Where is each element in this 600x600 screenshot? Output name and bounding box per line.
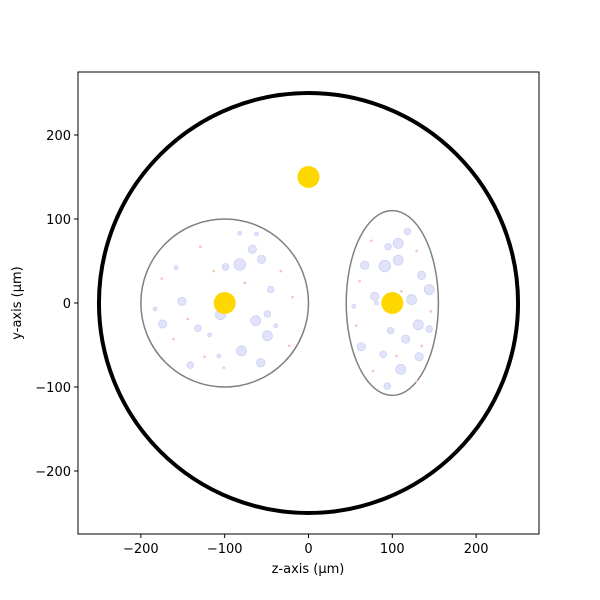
y-tick-label: 200	[46, 129, 71, 144]
particle	[186, 361, 194, 369]
particle	[412, 319, 424, 331]
boundary	[140, 218, 310, 388]
dot	[415, 379, 418, 383]
x-axis-label: z-axis (μm)	[272, 562, 345, 577]
dot	[420, 344, 423, 348]
particle	[263, 310, 272, 318]
particle	[194, 324, 202, 332]
point	[213, 292, 236, 314]
dot	[371, 369, 375, 373]
dot	[400, 289, 403, 293]
dot	[199, 245, 202, 249]
x-tick-label: 0	[304, 542, 312, 557]
particle	[383, 382, 391, 390]
particle	[379, 350, 387, 358]
particle	[207, 332, 212, 338]
particle	[403, 227, 412, 236]
particle	[237, 230, 243, 236]
particle	[423, 284, 435, 295]
particle	[256, 358, 266, 368]
dot	[358, 279, 361, 283]
particle	[401, 334, 411, 344]
dot	[354, 324, 358, 327]
particle	[360, 260, 370, 270]
particle	[158, 319, 168, 329]
dot	[160, 277, 164, 280]
dot	[370, 239, 373, 243]
x-tick-label: 100	[380, 542, 405, 557]
particle	[425, 325, 433, 333]
dot	[212, 269, 216, 273]
particle	[370, 291, 380, 301]
particle	[262, 330, 273, 342]
particle	[414, 352, 424, 362]
particle	[417, 270, 427, 280]
particle	[177, 296, 187, 306]
dot	[291, 295, 294, 299]
boundary	[96, 91, 521, 515]
particle	[221, 263, 230, 271]
particle	[257, 254, 267, 264]
particle	[152, 306, 158, 312]
point	[297, 166, 320, 188]
particle	[406, 294, 417, 305]
particle	[173, 265, 179, 271]
particle	[267, 285, 275, 294]
particle	[247, 244, 257, 254]
dot	[287, 344, 291, 348]
particle	[254, 231, 259, 237]
y-tick-label: −100	[35, 381, 71, 396]
particle	[250, 315, 262, 326]
x-tick-label: −100	[207, 542, 243, 557]
dot	[279, 269, 283, 273]
particle	[374, 300, 379, 306]
dot	[172, 337, 175, 341]
y-tick-label: 100	[46, 213, 71, 228]
dot	[186, 317, 190, 321]
particle	[395, 364, 407, 375]
particle	[273, 323, 279, 328]
x-tick-label: 200	[464, 542, 489, 557]
particle	[378, 259, 391, 273]
dot	[395, 354, 398, 358]
y-tick-label: 0	[63, 297, 71, 312]
x-tick-label: −200	[123, 542, 159, 557]
boundary	[345, 209, 440, 397]
particle	[356, 342, 366, 352]
particle	[392, 254, 404, 266]
dot	[429, 310, 433, 313]
particle	[236, 345, 247, 357]
dot	[415, 249, 418, 253]
point	[381, 292, 404, 314]
y-axis-label: y-axis (μm)	[10, 266, 25, 339]
particle	[384, 243, 392, 251]
dot	[203, 355, 206, 359]
particle	[351, 304, 357, 309]
dot	[222, 366, 226, 369]
y-tick-label: −200	[35, 465, 71, 480]
particle	[386, 327, 395, 335]
particle	[216, 353, 222, 359]
particle	[233, 258, 246, 271]
particle	[392, 238, 404, 249]
dot	[243, 281, 247, 285]
